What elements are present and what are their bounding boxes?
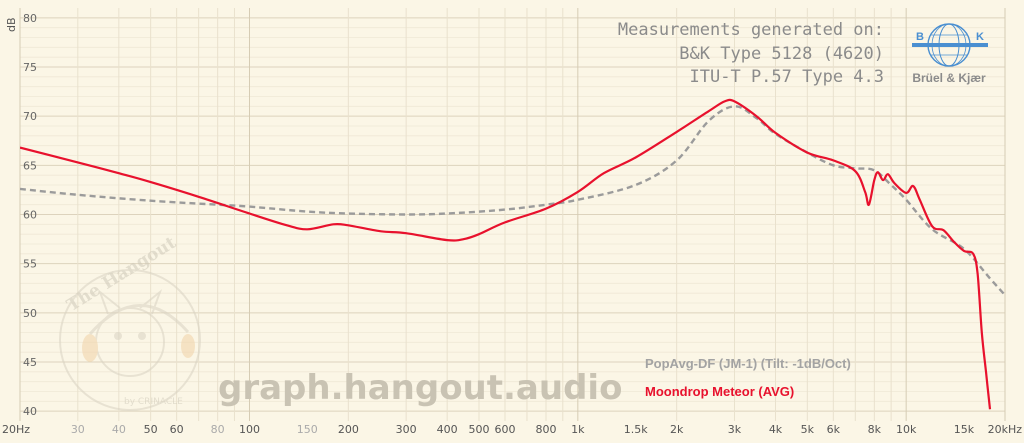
x-tick-label-1.5k: 1.5k — [624, 423, 648, 436]
curves — [20, 98, 1005, 410]
x-tick-label-20Hz: 20Hz — [2, 423, 30, 436]
horizontal-gridlines — [20, 17, 1005, 412]
hangout-logo-byline: by CRINACLE — [124, 397, 183, 407]
x-tick-label-15k: 15k — [954, 423, 975, 436]
y-tick-label-75: 75 — [23, 61, 37, 74]
x-tick-label-300: 300 — [396, 423, 417, 436]
headphone-curve-line — [20, 98, 992, 410]
measurement-line-2: B&K Type 5128 (4620) — [679, 44, 884, 64]
bk-logo-bar — [912, 43, 988, 47]
x-tick-label-60: 60 — [170, 423, 184, 436]
measurement-info: Measurements generated on: B&K Type 5128… — [618, 20, 884, 87]
x-tick-label-500: 500 — [468, 423, 489, 436]
x-tick-label-10k: 10k — [896, 423, 917, 436]
y-tick-label-60: 60 — [23, 209, 37, 222]
y-tick-label-45: 45 — [23, 356, 37, 369]
x-tick-label-400: 400 — [437, 423, 458, 436]
x-tick-label-40: 40 — [112, 423, 126, 436]
bk-logo-name: Brüel & Kjær — [912, 71, 986, 85]
x-tick-label-20kHz: 20kHz — [988, 423, 1023, 436]
y-tick-label-55: 55 — [23, 258, 37, 271]
x-tick-label-1k: 1k — [571, 423, 585, 436]
site-watermark: graph.hangout.audio — [218, 368, 622, 408]
hangout-logo-headband — [88, 304, 190, 335]
x-tick-label-6k: 6k — [827, 423, 841, 436]
y-tick-label-65: 65 — [23, 159, 37, 172]
y-axis-unit: dB — [5, 17, 18, 32]
bk-logo: B K Brüel & Kjær — [912, 23, 988, 85]
x-tick-label-4k: 4k — [769, 423, 783, 436]
x-tick-label-200: 200 — [338, 423, 359, 436]
x-tick-label-600: 600 — [494, 423, 515, 436]
y-tick-label-70: 70 — [23, 110, 37, 123]
bk-logo-letter-b: B — [916, 31, 924, 43]
hangout-logo-eye-right — [138, 332, 146, 340]
x-tick-label-3k: 3k — [728, 423, 742, 436]
x-tick-label-150: 150 — [297, 423, 318, 436]
measurement-line-3: ITU-T P.57 Type 4.3 — [690, 67, 884, 87]
legend-target: PopAvg-DF (JM-1) (Tilt: -1dB/Oct) — [645, 356, 851, 371]
target-curve-line — [20, 105, 1005, 296]
hangout-logo-earcup-right — [181, 334, 195, 358]
x-axis-tick-labels: 20Hz 30 40 50 60 80 100 150 200 300 400 500 600 800 1k… — [2, 423, 1022, 436]
x-tick-label-8k: 8k — [868, 423, 882, 436]
x-tick-label-2k: 2k — [670, 423, 684, 436]
hangout-logo-earcup-left — [82, 334, 98, 362]
hangout-logo-eye-left — [114, 332, 122, 340]
x-tick-label-100: 100 — [239, 423, 260, 436]
x-tick-label-80: 80 — [211, 423, 225, 436]
hangout-logo-ring — [59, 269, 201, 411]
legend-headphone: Moondrop Meteor (AVG) — [645, 384, 794, 399]
x-tick-label-800: 800 — [536, 423, 557, 436]
x-tick-label-30: 30 — [71, 423, 85, 436]
y-tick-label-40: 40 — [23, 405, 37, 418]
y-tick-label-80: 80 — [23, 12, 37, 25]
y-tick-label-50: 50 — [23, 307, 37, 320]
y-axis-tick-labels: 40 45 50 55 60 65 70 75 80 — [23, 12, 37, 418]
measurement-line-1: Measurements generated on: — [618, 20, 884, 40]
vertical-gridlines — [19, 8, 1006, 421]
bk-logo-letter-k: K — [976, 31, 984, 43]
x-tick-label-50: 50 — [144, 423, 158, 436]
x-tick-label-5k: 5k — [801, 423, 815, 436]
